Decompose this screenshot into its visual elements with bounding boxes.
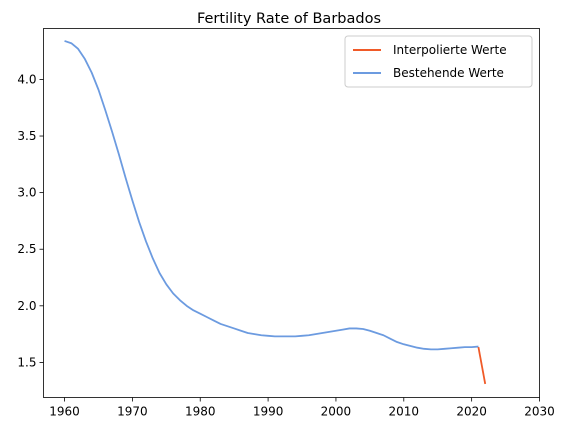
x-tick-label: 2030 [524, 405, 555, 419]
axes-frame [43, 28, 540, 398]
x-tick-label: 1960 [49, 405, 80, 419]
x-tick-label: 2000 [321, 405, 352, 419]
plot-area [64, 40, 487, 385]
y-tick-label: 4.0 [17, 72, 36, 86]
x-tick-label: 2020 [456, 405, 487, 419]
series-line-existing [64, 40, 479, 351]
x-tick-label: 1980 [185, 405, 216, 419]
x-tick-label: 2010 [389, 405, 420, 419]
x-axis: 1960 1970 1980 1990 2000 2010 2020 2030 [49, 397, 555, 419]
legend-label-existing: Bestehende Werte [393, 66, 504, 80]
y-tick-label: 2.5 [17, 242, 36, 256]
x-tick-label: 1970 [117, 405, 148, 419]
y-axis: 1.5 2.0 2.5 3.0 3.5 4.0 [17, 72, 44, 369]
series-line-interpolated [477, 346, 487, 385]
x-tick-label: 1990 [253, 405, 284, 419]
y-tick-label: 1.5 [17, 355, 36, 369]
legend-label-interpolated: Interpolierte Werte [393, 43, 507, 57]
legend: Interpolierte Werte Bestehende Werte [344, 35, 533, 88]
legend-box [344, 35, 533, 88]
y-tick-label: 3.5 [17, 129, 36, 143]
y-tick-label: 2.0 [17, 299, 36, 313]
chart-title: Fertility Rate of Barbados [197, 11, 381, 27]
y-tick-label: 3.0 [17, 186, 36, 200]
